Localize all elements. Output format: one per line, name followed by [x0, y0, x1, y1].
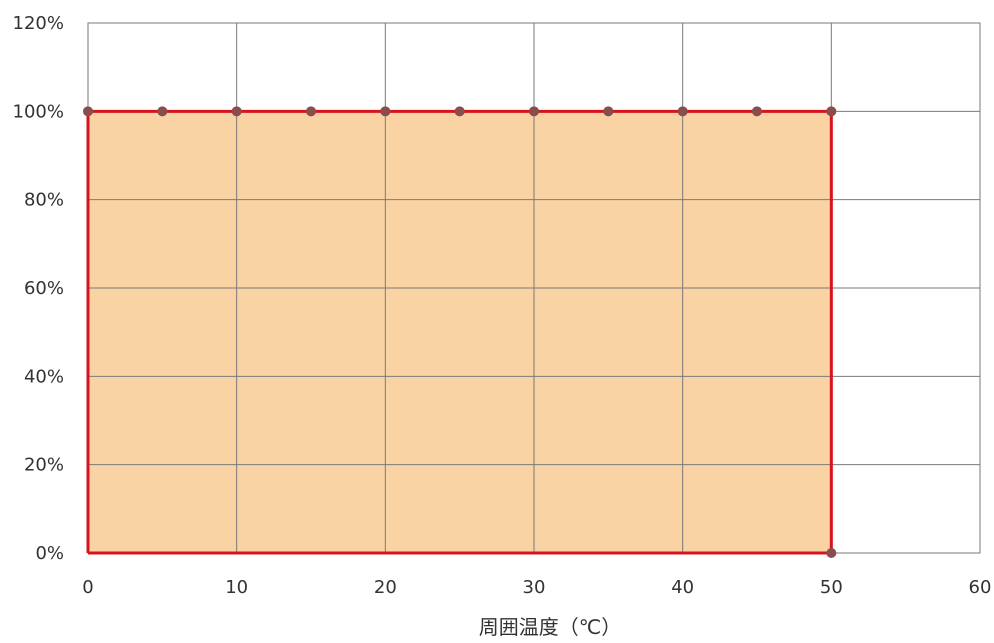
x-axis-title: 周囲温度（℃） — [479, 615, 621, 639]
x-axis-ticks: 0 10 20 30 40 50 60 — [82, 577, 991, 598]
x-tick-label: 0 — [82, 577, 93, 598]
y-tick-label: 20% — [24, 455, 64, 476]
data-point — [83, 106, 93, 117]
x-tick-label: 60 — [969, 577, 992, 598]
series-line — [86, 109, 833, 555]
y-tick-label: 80% — [24, 190, 64, 211]
y-tick-label: 100% — [13, 101, 64, 122]
data-point — [752, 106, 762, 117]
data-point — [603, 106, 614, 117]
x-tick-label: 50 — [820, 577, 843, 598]
data-points — [83, 106, 837, 558]
operating-area — [88, 111, 832, 553]
y-tick-label: 0% — [35, 543, 64, 564]
data-point — [454, 106, 465, 117]
data-point — [826, 548, 837, 558]
data-point — [306, 106, 316, 117]
y-axis-ticks: 0% 20% 40% 60% 80% 100% 120% — [13, 13, 64, 564]
data-point — [529, 106, 539, 117]
data-point — [380, 106, 391, 117]
data-point — [157, 106, 168, 117]
data-point — [826, 106, 837, 117]
data-point — [677, 106, 688, 117]
y-tick-label: 120% — [13, 13, 64, 34]
data-point — [231, 106, 242, 117]
x-tick-label: 40 — [671, 577, 694, 598]
y-tick-label: 40% — [24, 366, 64, 387]
x-tick-label: 30 — [523, 577, 546, 598]
x-tick-label: 20 — [374, 577, 397, 598]
x-tick-label: 10 — [225, 577, 248, 598]
y-tick-label: 60% — [24, 278, 64, 299]
